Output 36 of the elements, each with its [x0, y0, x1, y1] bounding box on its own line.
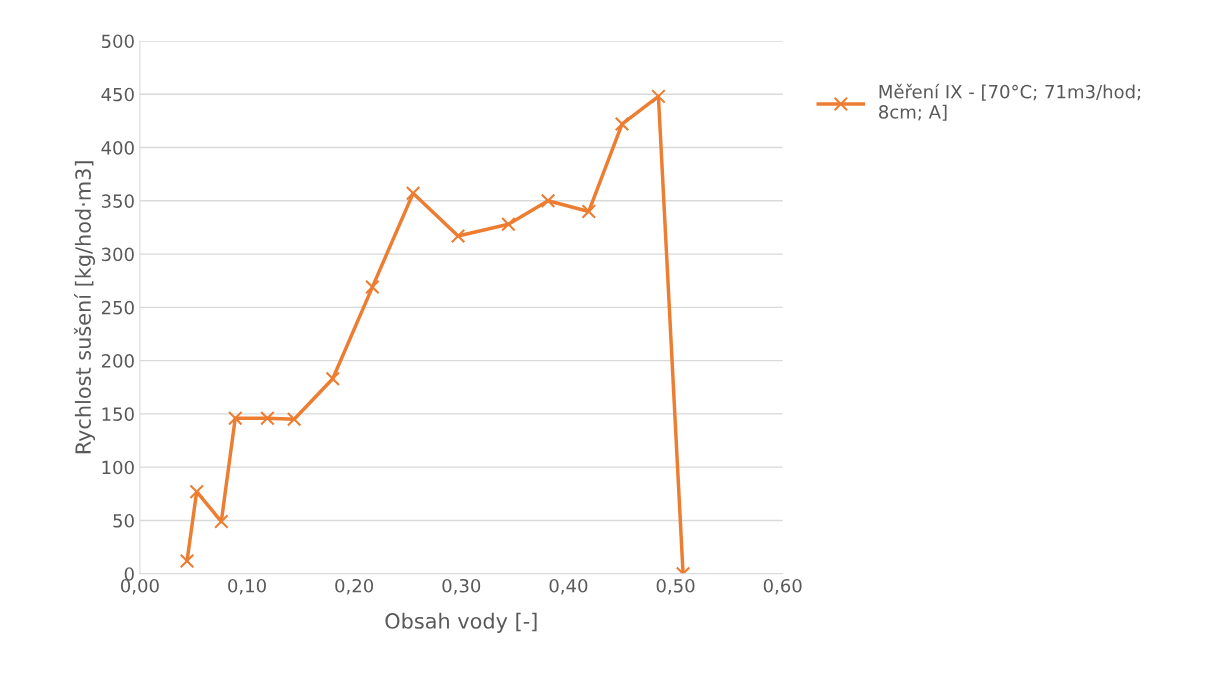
y-tick-label: 300 [101, 247, 134, 262]
y-tick-label: 150 [102, 407, 134, 422]
point [540, 193, 556, 209]
y-tick-label: 0 [124, 567, 134, 581]
point [651, 89, 666, 104]
point [189, 484, 204, 499]
point [405, 186, 421, 201]
point [260, 410, 275, 426]
x-tick-label: 0,30 [442, 578, 481, 595]
y-axis-title: Rychlost sušení [kg/hod·m3] [74, 161, 96, 454]
point [365, 279, 380, 295]
x-tick-label: 0,10 [228, 578, 266, 595]
y-tick-label: 350 [101, 194, 134, 208]
point [581, 204, 597, 219]
x-tick-label: 0,50 [656, 578, 695, 595]
point [214, 514, 229, 529]
x-tick-label: 0,00 [120, 578, 159, 595]
x-tick-label: 0,60 [763, 578, 802, 595]
point [227, 410, 243, 426]
y-tick-label: 250 [101, 300, 134, 315]
y-tick-label: 200 [101, 354, 134, 368]
y-tick-label: 500 [101, 34, 134, 49]
point [179, 553, 195, 569]
y-tick-label: 100 [102, 460, 134, 475]
point [325, 371, 341, 387]
y-tick-label: 400 [101, 140, 134, 155]
legend-label: Měření IX - [70°C; 71m3/hod; 8cm; A] [879, 83, 1141, 121]
x-tick-label: 0,40 [549, 578, 588, 595]
x-tick-label: 0,20 [335, 578, 374, 595]
y-tick-label: 50 [113, 513, 134, 528]
x-axis-title: Obsah vody [-] [385, 612, 537, 633]
y-tick-label: 450 [101, 87, 134, 102]
point [614, 116, 630, 132]
point [450, 228, 466, 244]
point [286, 411, 302, 427]
point [501, 216, 516, 232]
